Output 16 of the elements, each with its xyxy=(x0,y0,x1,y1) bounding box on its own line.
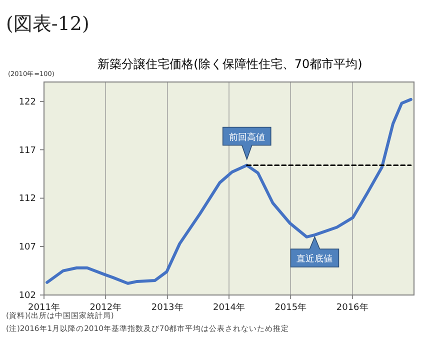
x-tick-label: 2015年 xyxy=(274,302,307,313)
y-tick-label: 117 xyxy=(18,146,36,156)
y-tick-label: 112 xyxy=(18,194,36,204)
annotation: 直近底値 xyxy=(296,253,333,264)
x-tick-label: 2012年 xyxy=(90,302,122,313)
chart-title: 新築分譲住宅価格(除く保障性住宅、70都市平均) xyxy=(98,57,362,71)
x-tick-label: 2016年 xyxy=(336,302,368,313)
line-series xyxy=(46,98,412,285)
x-tick-label: 2011年 xyxy=(28,302,60,313)
annotation: 前回高値 xyxy=(228,132,265,143)
y-tick-label: 107 xyxy=(18,242,36,253)
y-tick-label: 122 xyxy=(18,97,36,108)
x-tick-label: 2014年 xyxy=(213,302,245,313)
y-tick-label: 102 xyxy=(18,291,36,301)
x-tick-label: 2013年 xyxy=(151,302,184,313)
text: (図表-12) xyxy=(6,13,90,35)
